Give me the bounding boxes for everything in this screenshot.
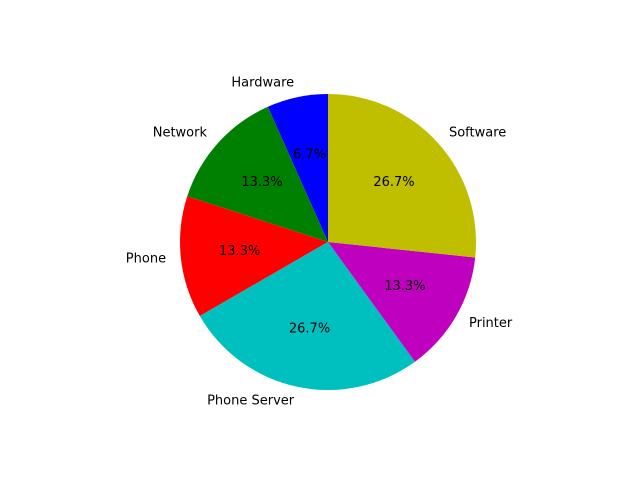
slice-label-software: Software — [449, 126, 506, 141]
pie-slice-software — [328, 94, 476, 258]
pct-label-phone-server: 26.7% — [289, 321, 330, 336]
pie-slice-hardware — [267, 94, 328, 242]
pct-label-software: 26.7% — [373, 175, 414, 190]
pct-label-phone: 13.3% — [219, 244, 260, 259]
pie-slice-printer — [328, 242, 476, 362]
pct-label-printer: 13.3% — [384, 279, 425, 294]
slice-label-network: Network — [153, 126, 208, 141]
pie-slice-network — [187, 106, 328, 242]
pie-labels: Hardware 6.7% Network 13.3% Phone 13.3% Phone … — [126, 75, 513, 408]
pct-label-network: 13.3% — [241, 175, 282, 190]
pie-slices — [180, 94, 476, 390]
slice-label-phone: Phone — [126, 252, 166, 267]
slice-label-hardware: Hardware — [231, 75, 294, 90]
slice-label-phone-server: Phone Server — [207, 394, 295, 409]
pie-slice-phone — [180, 196, 328, 316]
pie-slice-phone-server — [199, 242, 415, 390]
slice-label-printer: Printer — [469, 316, 513, 331]
pct-label-hardware: 6.7% — [293, 148, 326, 163]
